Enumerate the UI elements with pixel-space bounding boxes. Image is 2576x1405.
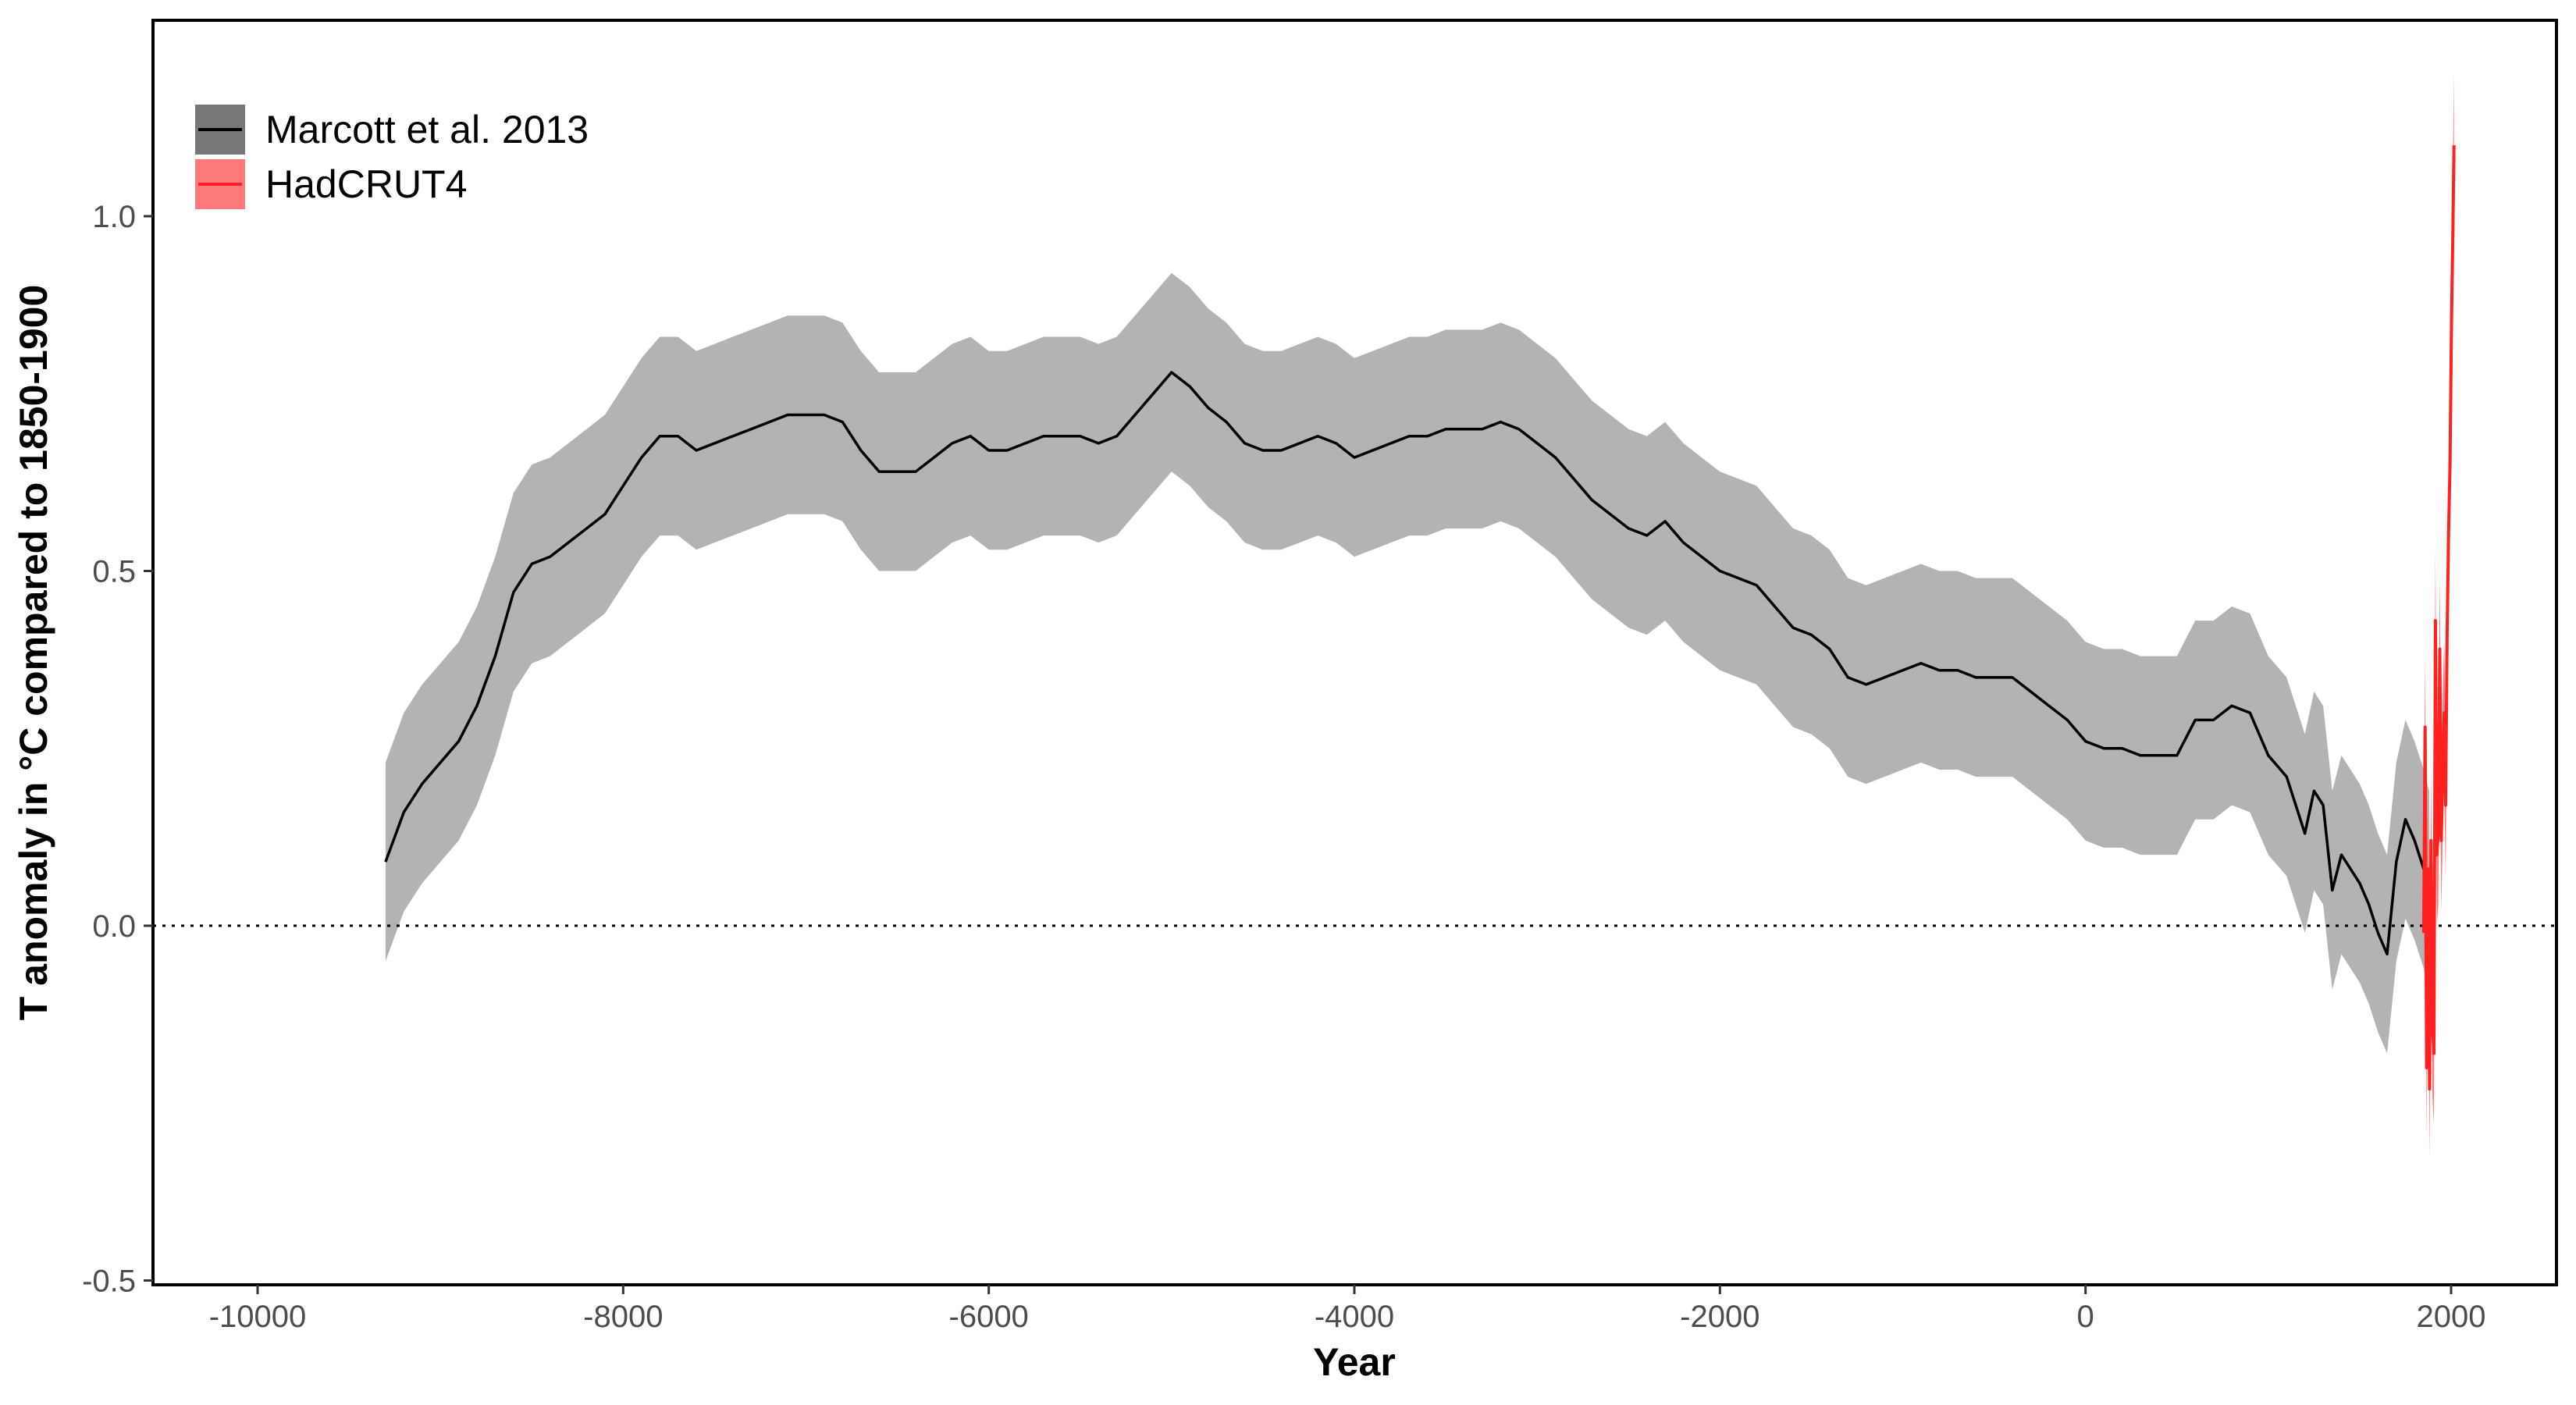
hadcrut4-legend-label: HadCRUT4 (265, 162, 467, 206)
hadcrut4-line (2421, 145, 2456, 1091)
x-tick-label: 0 (2077, 1300, 2094, 1334)
legend: Marcott et al. 2013 HadCRUT4 (195, 105, 589, 209)
y-axis: -0.5 0.0 0.5 1.0 (82, 200, 153, 1299)
x-tick-label: -6000 (949, 1300, 1029, 1334)
x-tick-label: -10000 (209, 1300, 307, 1334)
y-axis-title: T anomaly in °C compared to 1850-1900 (12, 285, 55, 1021)
series-lines (384, 145, 2456, 1091)
marcott-line (384, 371, 2431, 956)
y-tick-label: 1.0 (92, 200, 136, 234)
y-tick-label: -0.5 (82, 1264, 136, 1299)
x-tick-label: 2000 (2417, 1300, 2486, 1334)
x-axis-title: Year (1313, 1340, 1396, 1384)
x-tick-label: -4000 (1315, 1300, 1394, 1334)
x-axis: -10000 -8000 -6000 -4000 -2000 0 2000 (209, 1285, 2486, 1334)
y-tick-label: 0.5 (92, 555, 136, 589)
marcott-uncertainty-band (385, 272, 2429, 1054)
x-tick-label: -2000 (1680, 1300, 1759, 1334)
marcott-legend-label: Marcott et al. 2013 (265, 108, 589, 151)
y-tick-label: 0.0 (92, 909, 136, 944)
x-tick-label: -8000 (583, 1300, 663, 1334)
